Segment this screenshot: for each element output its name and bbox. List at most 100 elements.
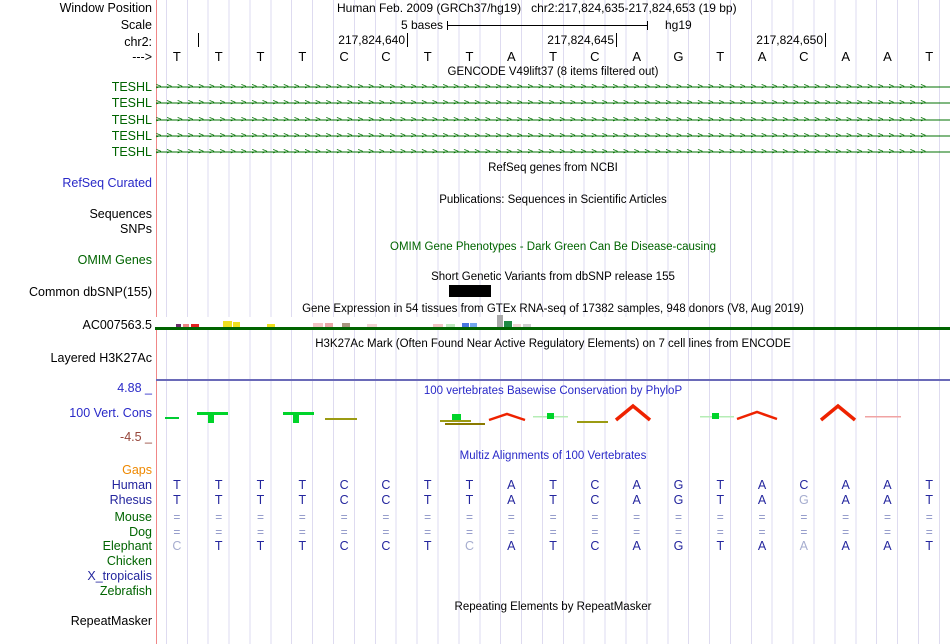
alignment-base: T <box>298 539 307 553</box>
gene-label-teshl-3[interactable]: TESHL <box>111 113 152 127</box>
alignment-base: = <box>758 510 766 524</box>
gencode-gene-arrows-1[interactable]: >>>>>>>>>>>>>>>>>>>>>>>>>>>>>>>>>>>>>>>>… <box>156 82 950 92</box>
caption-dbsnp[interactable]: Short Genetic Variants from dbSNP releas… <box>431 271 675 283</box>
caption-phylop[interactable]: 100 vertebrates Basewise Conservation by… <box>423 385 683 397</box>
alignment-base: = <box>842 510 850 524</box>
scale-bar-right-tick <box>647 21 648 30</box>
conservation-mark <box>165 417 179 419</box>
conservation-mark <box>865 416 901 418</box>
alignment-base: = <box>883 525 891 539</box>
sequence-base: G <box>673 49 684 64</box>
caption-h3k27ac[interactable]: H3K27Ac Mark (Often Found Near Active Re… <box>315 338 791 350</box>
gene-label-teshl-4[interactable]: TESHL <box>111 129 152 143</box>
alignment-base: = <box>507 510 515 524</box>
sequence-base: T <box>925 49 934 64</box>
alignment-base: T <box>549 478 557 492</box>
alignment-base: A <box>841 539 850 553</box>
alignment-base: = <box>465 510 473 524</box>
alignment-base: = <box>256 525 264 539</box>
assembly-label: hg19 <box>665 18 692 32</box>
alignment-base: T <box>214 493 223 507</box>
multiz-row-label-rhesus[interactable]: Rhesus <box>109 493 152 507</box>
alignment-base: A <box>841 478 850 492</box>
multiz-row-label-x-tropicalis[interactable]: X_tropicalis <box>87 569 152 583</box>
gencode-gene-arrows-5[interactable]: >>>>>>>>>>>>>>>>>>>>>>>>>>>>>>>>>>>>>>>>… <box>156 147 950 157</box>
track-label-omim-genes[interactable]: OMIM Genes <box>77 253 152 267</box>
gtex-tissue-bar <box>267 324 275 327</box>
multiz-row-label-chicken[interactable]: Chicken <box>106 554 152 568</box>
caption-omim[interactable]: OMIM Gene Phenotypes - Dark Green Can Be… <box>390 241 716 253</box>
alignment-base: = <box>633 510 641 524</box>
caption-multiz[interactable]: Multiz Alignments of 100 Vertebrates <box>459 450 647 462</box>
multiz-row-label-zebrafish[interactable]: Zebrafish <box>99 584 152 598</box>
alignment-base: = <box>633 525 641 539</box>
h3k27ac-baseline[interactable] <box>156 379 950 381</box>
track-label-snps[interactable]: SNPs <box>120 222 152 236</box>
gencode-gene-arrows-2[interactable]: >>>>>>>>>>>>>>>>>>>>>>>>>>>>>>>>>>>>>>>>… <box>156 98 950 108</box>
multiz-row-label-elephant[interactable]: Elephant <box>102 539 152 553</box>
alignment-base: = <box>800 510 808 524</box>
multiz-row-label-human[interactable]: Human <box>111 478 152 492</box>
alignment-base: T <box>925 478 934 492</box>
alignment-base: = <box>424 510 432 524</box>
multiz-row-label-gaps[interactable]: Gaps <box>122 463 152 477</box>
alignment-base: A <box>799 539 809 553</box>
conservation-mark <box>547 413 554 419</box>
track-label-sequences[interactable]: Sequences <box>89 207 152 221</box>
conservation-peak <box>488 412 526 422</box>
alignment-base: T <box>173 478 181 492</box>
gencode-gene-arrows-4[interactable]: >>>>>>>>>>>>>>>>>>>>>>>>>>>>>>>>>>>>>>>>… <box>156 131 950 141</box>
gtex-graph-background <box>156 317 700 330</box>
caption-publications[interactable]: Publications: Sequences in Scientific Ar… <box>439 194 667 206</box>
alignment-base: = <box>173 510 181 524</box>
scale-bar-left-tick <box>447 21 448 30</box>
alignment-base: = <box>716 510 724 524</box>
multiz-row-label-mouse[interactable]: Mouse <box>114 510 152 524</box>
gene-label-teshl-1[interactable]: TESHL <box>111 80 152 94</box>
sequence-base: C <box>381 49 391 64</box>
gtex-gene-line[interactable] <box>155 327 950 330</box>
alignment-base: C <box>339 478 349 492</box>
window-position-label: Window Position <box>59 1 152 15</box>
gtex-tissue-bar <box>446 324 455 327</box>
strand-label: ---> <box>132 50 152 64</box>
alignment-base: T <box>298 478 307 492</box>
sequence-base: A <box>506 49 516 64</box>
multiz-row-label-dog[interactable]: Dog <box>129 525 152 539</box>
alignment-base: T <box>716 493 725 507</box>
alignment-base: T <box>716 478 725 492</box>
conservation-mark <box>208 412 214 423</box>
alignment-base: C <box>172 539 182 553</box>
gene-label-teshl-5[interactable]: TESHL <box>111 145 152 159</box>
track-label-100-vert-cons[interactable]: 100 Vert. Cons <box>69 406 152 420</box>
caption-repeatmasker[interactable]: Repeating Elements by RepeatMasker <box>454 601 652 613</box>
gtex-tissue-bar <box>367 324 377 327</box>
gene-label-ac007563[interactable]: AC007563.5 <box>82 318 152 332</box>
caption-gtex[interactable]: Gene Expression in 54 tissues from GTEx … <box>302 303 804 315</box>
track-label-refseq-curated[interactable]: RefSeq Curated <box>62 176 152 190</box>
alignment-base: A <box>507 539 516 553</box>
caption-gencode[interactable]: GENCODE V49lift37 (8 items filtered out) <box>447 66 659 78</box>
gencode-gene-arrows-3[interactable]: >>>>>>>>>>>>>>>>>>>>>>>>>>>>>>>>>>>>>>>>… <box>156 115 950 125</box>
track-label-common-dbsnp[interactable]: Common dbSNP(155) <box>29 285 152 299</box>
alignment-base: = <box>925 525 933 539</box>
alignment-base: = <box>382 525 390 539</box>
alignment-base: C <box>381 539 391 553</box>
track-label-layered-h3k27ac[interactable]: Layered H3K27Ac <box>50 351 152 365</box>
phylop-conservation-plot[interactable] <box>156 395 950 445</box>
sequence-base: T <box>256 49 265 64</box>
sequence-base: C <box>339 49 349 64</box>
caption-refseq[interactable]: RefSeq genes from NCBI <box>488 162 618 174</box>
sequence-base: A <box>883 49 892 64</box>
gene-label-teshl-2[interactable]: TESHL <box>111 96 152 110</box>
alignment-base: T <box>256 478 265 492</box>
position-tick-label-1: 217,824,640 <box>338 33 405 47</box>
track-label-repeatmasker[interactable]: RepeatMasker <box>70 614 152 628</box>
alignment-base: = <box>549 510 557 524</box>
conservation-peak <box>819 403 857 422</box>
dbsnp-variant-box[interactable] <box>449 285 491 297</box>
alignment-base: T <box>298 493 307 507</box>
alignment-base: = <box>883 510 891 524</box>
